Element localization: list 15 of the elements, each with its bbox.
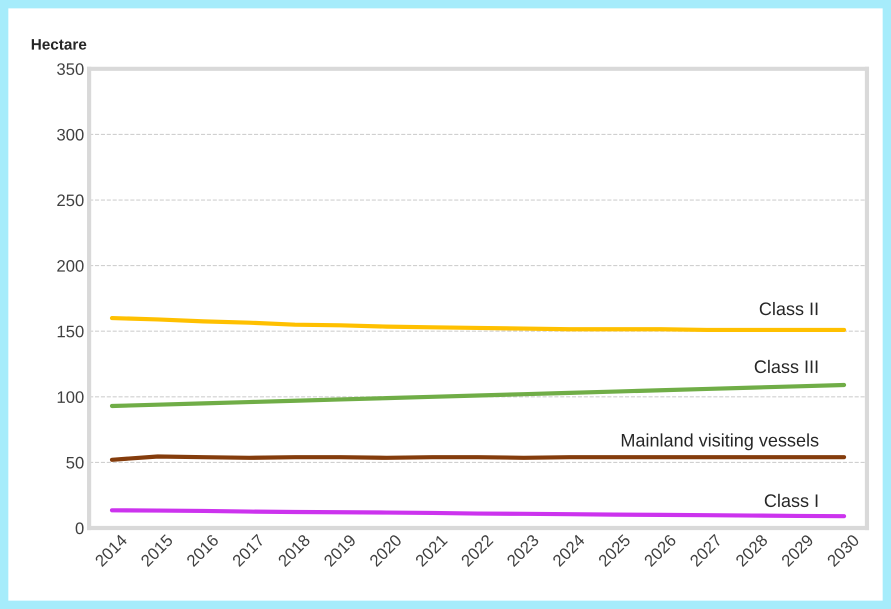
y-tick-label: 250 <box>57 194 84 206</box>
y-axis-title: Hectare <box>32 39 86 50</box>
y-tick-label: 300 <box>57 128 84 141</box>
series-label: Class II <box>760 302 818 316</box>
y-tick-label: 50 <box>66 456 84 469</box>
y-tick-label: 0 <box>76 522 84 534</box>
series-label: Class III <box>754 360 818 374</box>
y-tick-label: 100 <box>58 391 84 404</box>
line-series <box>110 382 846 408</box>
y-tick-label: 150 <box>58 326 84 338</box>
line-series <box>110 316 846 332</box>
y-tick-label: 200 <box>57 260 84 272</box>
series-label: Mainland visiting vessels <box>622 433 818 450</box>
series-label: Class I <box>764 494 818 508</box>
y-tick-label: 350 <box>57 63 84 76</box>
